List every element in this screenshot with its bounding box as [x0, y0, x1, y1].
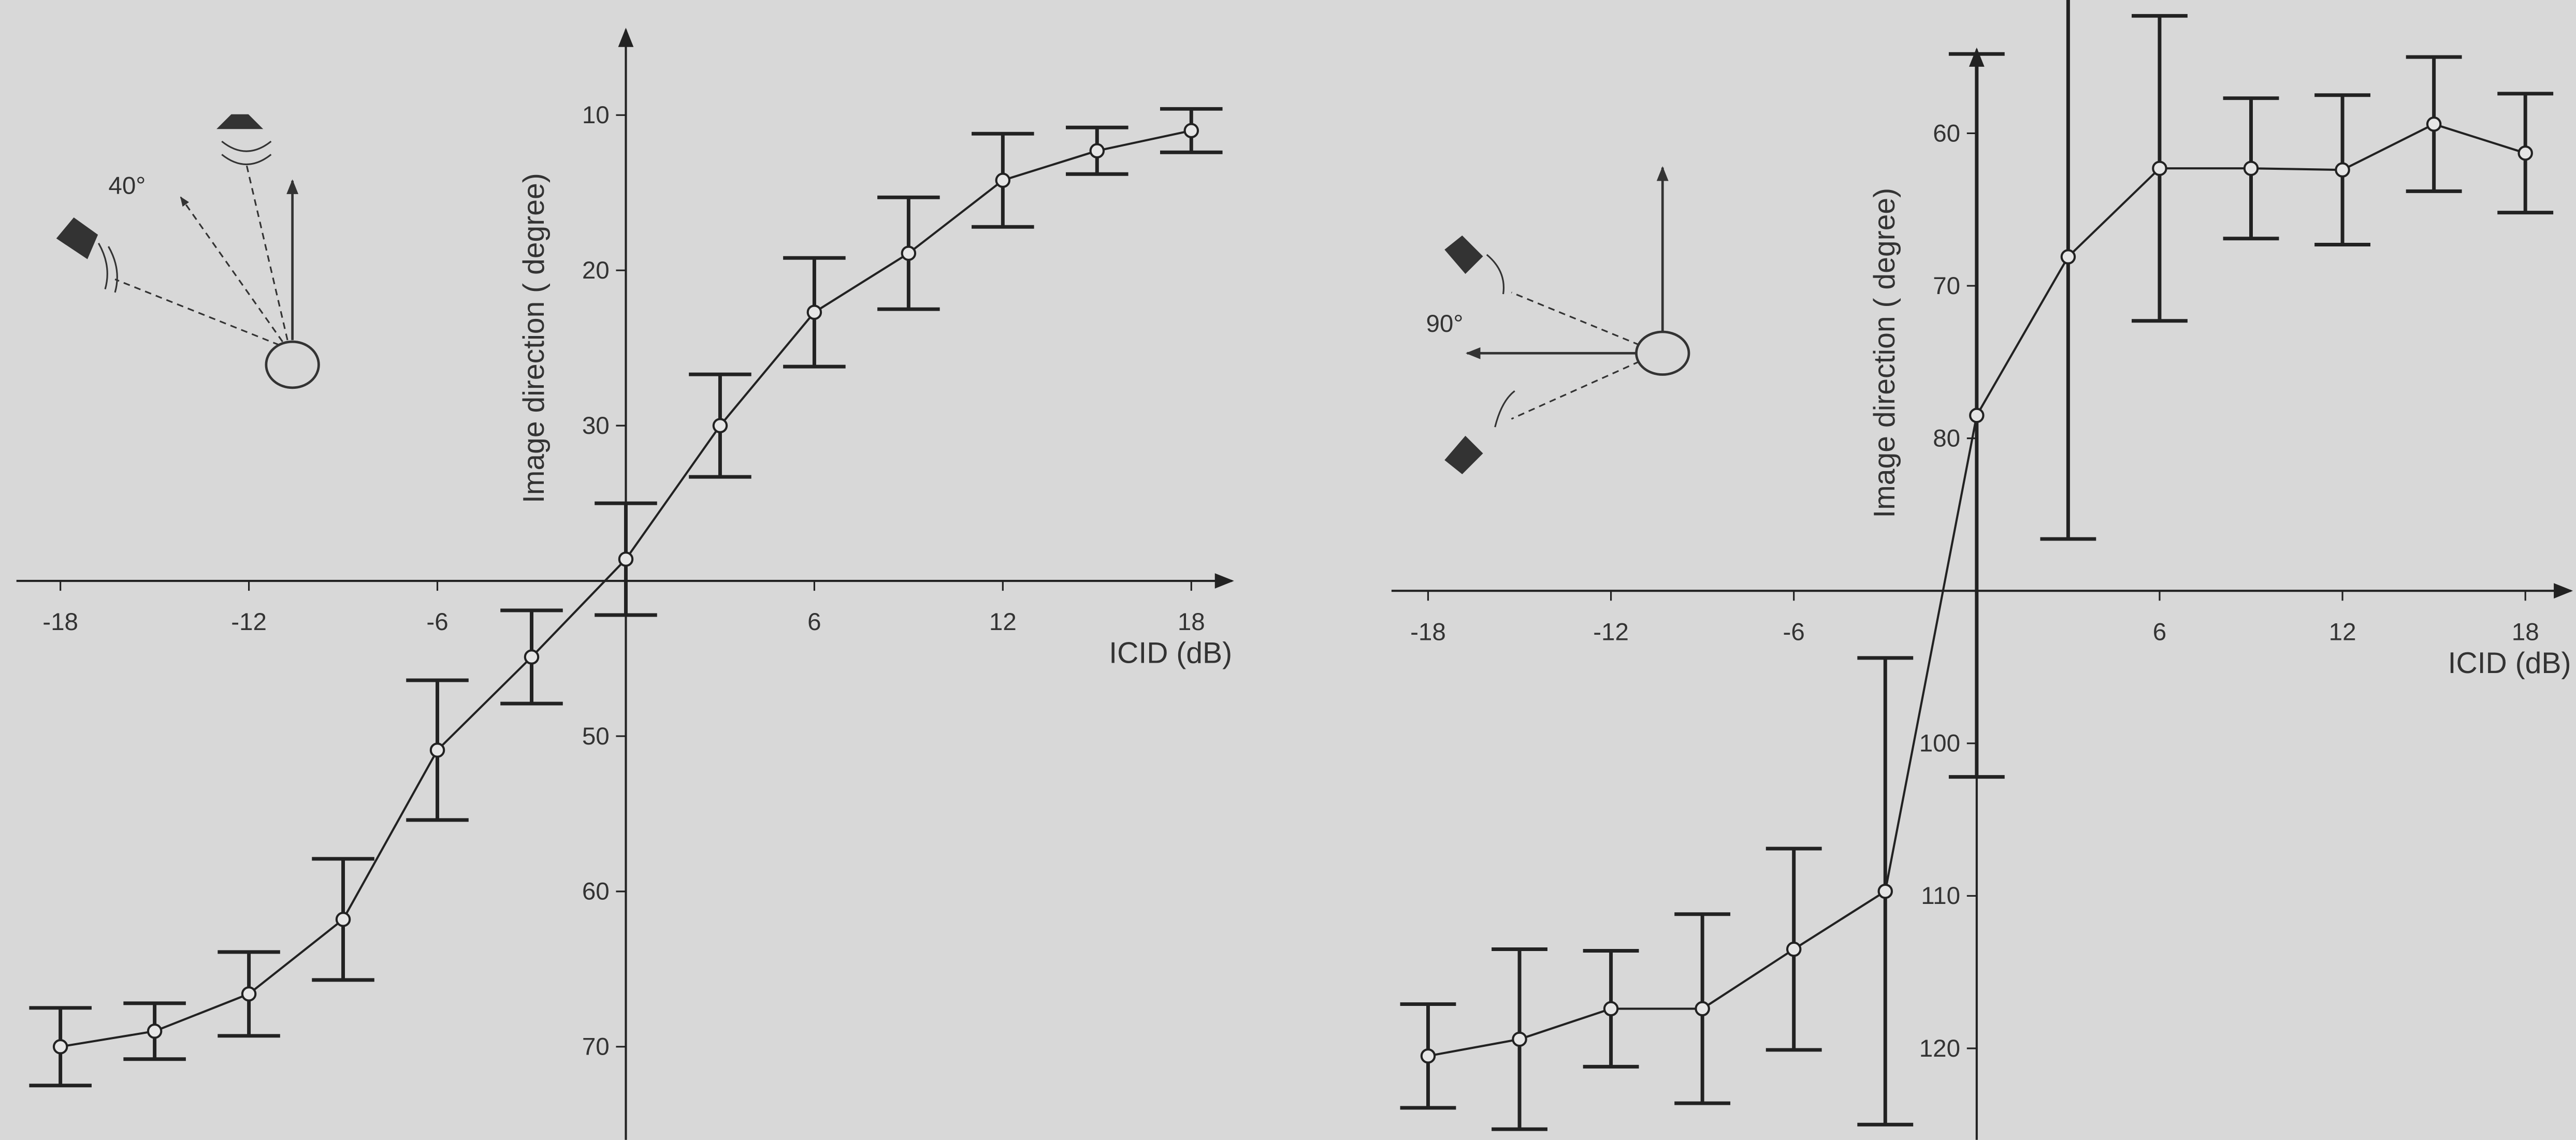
- y-tick-label: 100: [1919, 730, 1960, 757]
- data-point: [1089, 143, 1105, 159]
- data-point: [2060, 249, 2076, 265]
- data-point: [335, 912, 351, 927]
- data-point: [1877, 883, 1893, 899]
- y-tick-label: 80: [1933, 425, 1960, 452]
- x-tick-label: -12: [1593, 618, 1629, 646]
- x-tick-label: -18: [1410, 618, 1446, 646]
- data-point: [995, 172, 1011, 188]
- x-axis-label: ICID (dB): [2448, 647, 2571, 680]
- data-point: [806, 304, 822, 320]
- x-tick-label: -6: [1783, 618, 1805, 646]
- data-point: [1786, 941, 1802, 957]
- data-point: [524, 649, 540, 665]
- data-point: [1512, 1031, 1527, 1047]
- data-point: [52, 1039, 68, 1055]
- y-tick-label: 110: [1921, 882, 1960, 910]
- y-tick-label: 20: [582, 257, 610, 284]
- y-tick-label: 60: [1933, 120, 1960, 147]
- x-tick-label: -12: [231, 608, 267, 636]
- x-tick-label: -6: [426, 608, 448, 636]
- y-tick-label: 120: [1919, 1035, 1960, 1062]
- error-bar: [2040, 0, 2096, 541]
- data-point: [1183, 123, 1199, 139]
- x-axis-label: ICID (dB): [1109, 637, 1232, 670]
- data-point: [147, 1024, 163, 1039]
- x-tick-label: 12: [989, 608, 1017, 636]
- y-axis-label: Image direction ( degree): [1868, 188, 1901, 518]
- x-tick-label: 18: [1178, 608, 1205, 636]
- data-point: [429, 742, 445, 758]
- data-point: [618, 551, 634, 567]
- y-axis-label: Image direction ( degree): [517, 173, 551, 503]
- x-tick-label: 18: [2512, 618, 2539, 646]
- data-point: [901, 245, 917, 261]
- x-tick-label: 6: [807, 608, 821, 636]
- data-point: [1969, 407, 1985, 423]
- data-point: [1695, 1001, 1710, 1017]
- data-point: [2517, 145, 2533, 161]
- data-point: [1603, 1001, 1619, 1017]
- data-point: [2243, 160, 2259, 176]
- x-tick-label: 12: [2329, 618, 2356, 646]
- x-tick-label: -18: [42, 608, 78, 636]
- setup-diagram: [56, 114, 320, 389]
- angle-annotation: 90°: [1426, 310, 1463, 338]
- data-point: [1420, 1048, 1436, 1064]
- y-tick-label: 60: [582, 878, 610, 905]
- x-tick-label: 6: [2153, 618, 2166, 646]
- data-point: [712, 418, 728, 433]
- data-point: [2335, 162, 2350, 178]
- y-tick-label: 70: [582, 1033, 610, 1061]
- y-tick-label: 30: [582, 412, 610, 440]
- y-tick-label: 70: [1933, 272, 1960, 300]
- setup-diagram: [1444, 166, 1690, 474]
- data-point: [2152, 160, 2167, 176]
- y-tick-label: 10: [582, 101, 610, 129]
- data-point: [2426, 116, 2442, 132]
- angle-annotation: 40°: [108, 172, 146, 200]
- data-point: [241, 986, 257, 1002]
- y-tick-label: 50: [582, 723, 610, 750]
